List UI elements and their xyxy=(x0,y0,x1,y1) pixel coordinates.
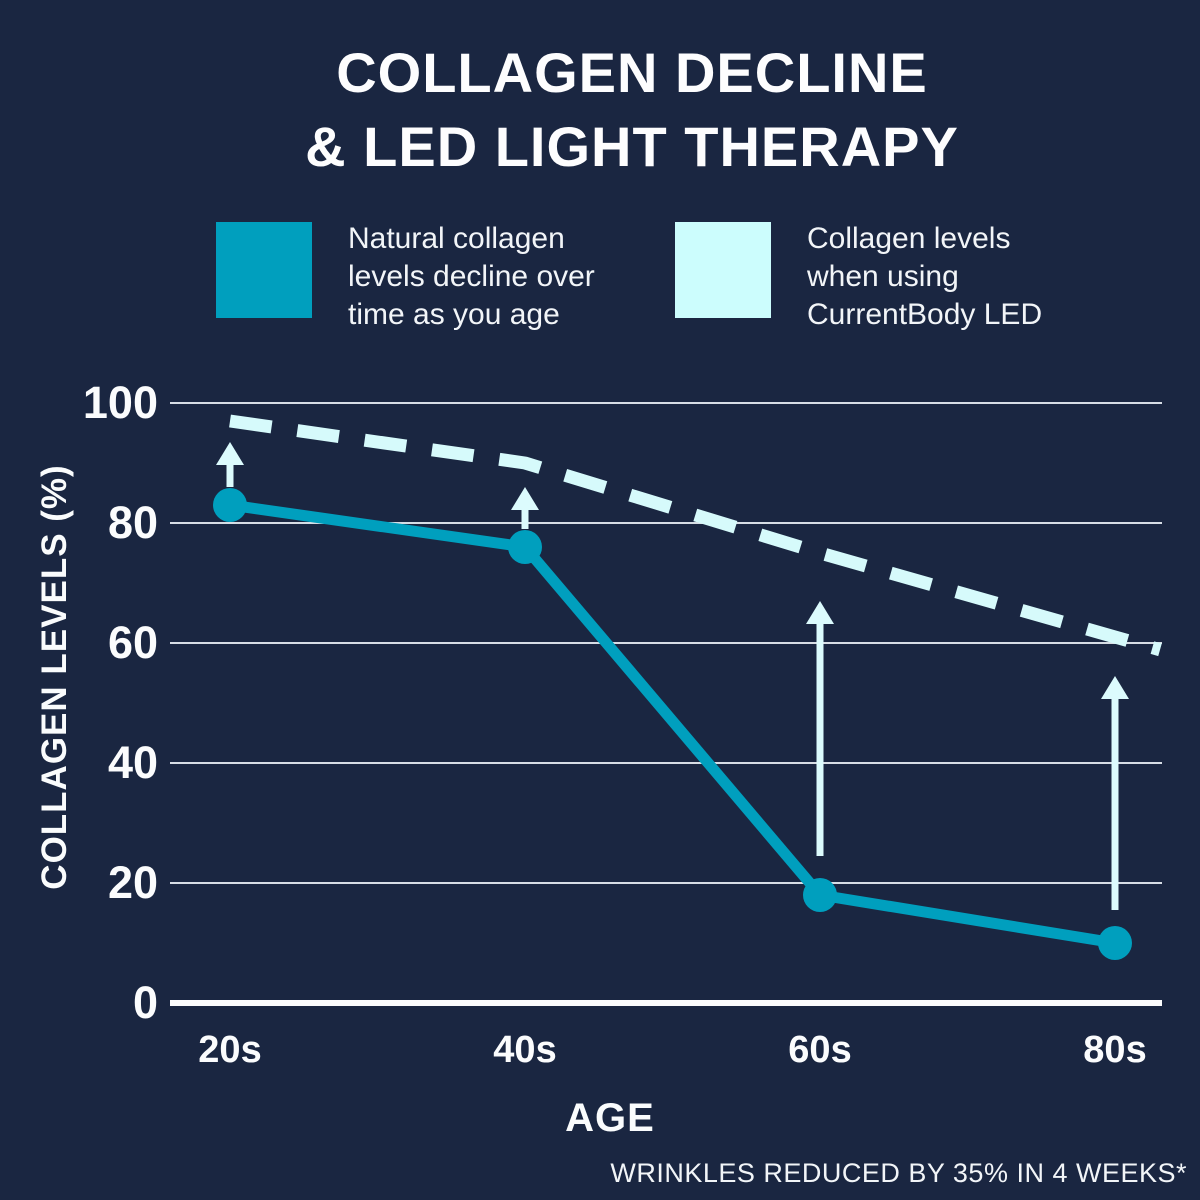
legend-swatch-natural-collagen xyxy=(216,222,312,318)
footnote: WRINKLES REDUCED BY 35% IN 4 WEEKS* xyxy=(610,1158,1187,1188)
x-tick-60s: 60s xyxy=(788,1029,852,1071)
x-tick-20s: 20s xyxy=(198,1029,262,1071)
x-tick-40s: 40s xyxy=(493,1029,557,1071)
title-line-2: & LED LIGHT THERAPY xyxy=(305,114,959,178)
arrow-head-80s xyxy=(1101,676,1129,699)
arrow-head-40s xyxy=(511,487,539,510)
data-point-80s xyxy=(1098,926,1132,960)
arrow-head-20s xyxy=(216,442,244,465)
legend-label-natural-collagen: Natural collagen levels decline over tim… xyxy=(348,222,595,331)
legend-swatch-currentbody-led xyxy=(675,222,771,318)
page-title: COLLAGEN DECLINE & LED LIGHT THERAPY xyxy=(32,36,1200,184)
title-line-1: COLLAGEN DECLINE xyxy=(336,41,928,104)
x-tick-80s: 80s xyxy=(1083,1029,1147,1071)
y-tick-60: 60 xyxy=(107,617,158,668)
legend-item-currentbody-led: Collagen levels when using CurrentBody L… xyxy=(675,222,1042,334)
y-tick-40: 40 xyxy=(107,737,158,788)
legend-label-currentbody-led: Collagen levels when using CurrentBody L… xyxy=(807,222,1043,331)
y-tick-80: 80 xyxy=(107,497,158,548)
series-line-1 xyxy=(229,414,1162,657)
data-point-40s xyxy=(508,530,542,564)
legend-item-natural-collagen: Natural collagen levels decline over tim… xyxy=(216,222,595,334)
data-point-60s xyxy=(803,878,837,912)
y-tick-20: 20 xyxy=(107,857,158,908)
data-point-20s xyxy=(213,488,247,522)
y-tick-100: 100 xyxy=(82,377,158,428)
y-tick-0: 0 xyxy=(132,977,158,1028)
x-axis-title: AGE xyxy=(565,1096,655,1140)
arrow-head-60s xyxy=(806,601,834,624)
series-line-0 xyxy=(224,499,1121,949)
